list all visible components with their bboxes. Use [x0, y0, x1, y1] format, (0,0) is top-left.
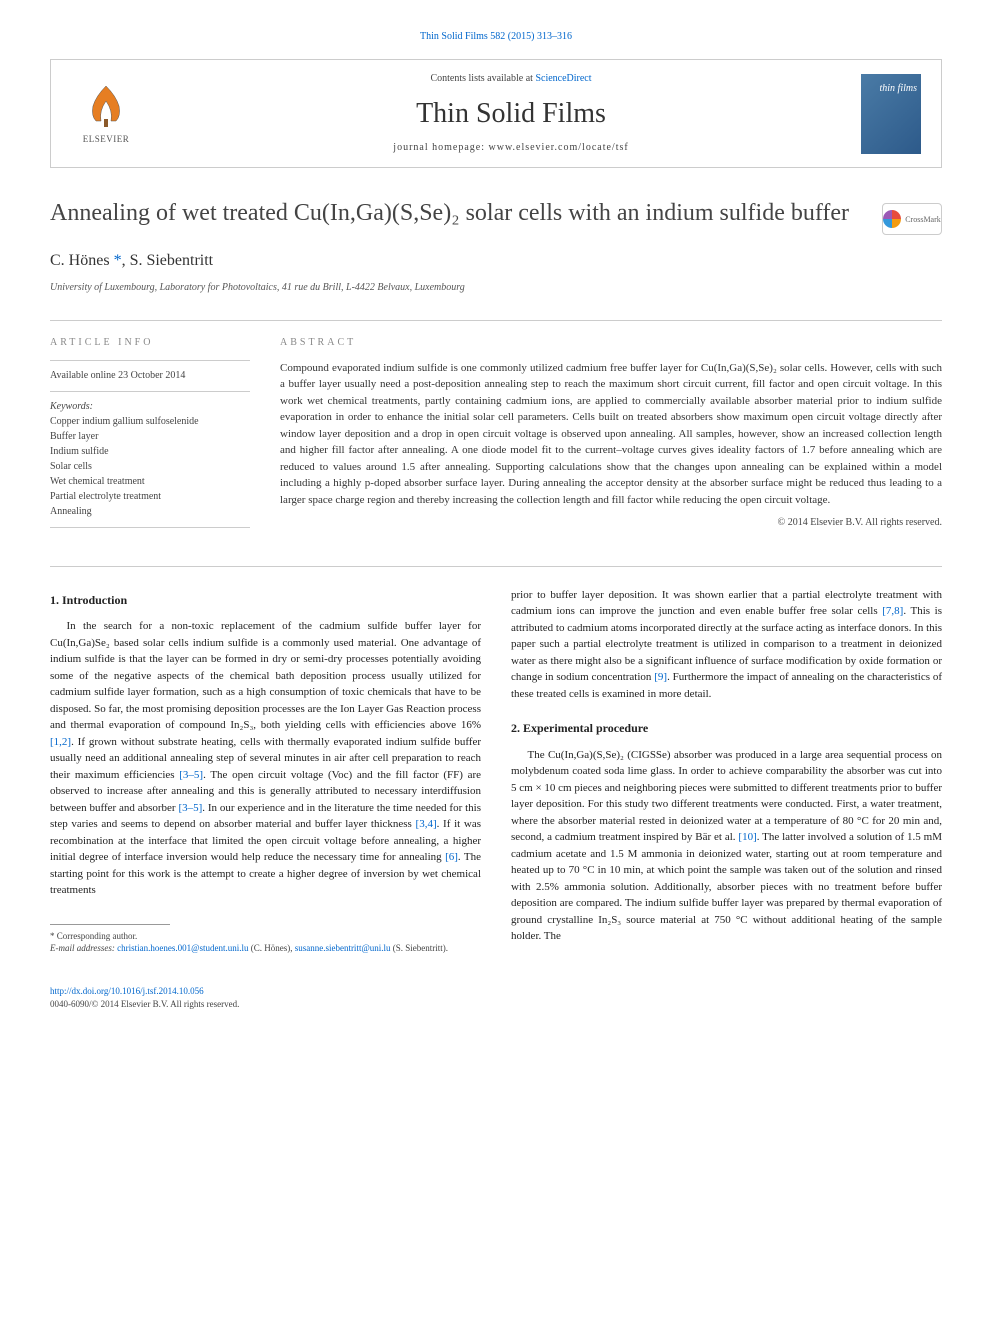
elsevier-tree-icon [81, 81, 131, 131]
journal-name: Thin Solid Films [161, 94, 861, 133]
header-center: Contents lists available at ScienceDirec… [161, 72, 861, 155]
journal-cover-thumbnail: thin films [861, 74, 921, 154]
footer: http://dx.doi.org/10.1016/j.tsf.2014.10.… [50, 985, 942, 1010]
authors: C. Hönes *, S. Siebentritt [50, 250, 942, 272]
citation-link[interactable]: Thin Solid Films 582 (2015) 313–316 [50, 30, 942, 44]
doi-link[interactable]: http://dx.doi.org/10.1016/j.tsf.2014.10.… [50, 986, 204, 996]
keywords-list: Copper indium gallium sulfoselenideBuffe… [50, 415, 250, 519]
ref-link[interactable]: [1,2] [50, 736, 71, 748]
intro-heading: 1. Introduction [50, 592, 481, 609]
email-link[interactable]: christian.hoenes.001@student.uni.lu [117, 943, 248, 953]
journal-header: ELSEVIER Contents lists available at Sci… [50, 59, 942, 168]
ref-link[interactable]: [10] [738, 831, 756, 843]
contents-line: Contents lists available at ScienceDirec… [161, 72, 861, 86]
available-online: Available online 23 October 2014 [50, 369, 250, 383]
keyword-item: Partial electrolyte treatment [50, 490, 250, 504]
elsevier-logo: ELSEVIER [71, 74, 141, 154]
affiliation: University of Luxembourg, Laboratory for… [50, 281, 942, 295]
ref-link[interactable]: [7,8] [882, 605, 903, 617]
email-footnote: E-mail addresses: christian.hoenes.001@s… [50, 942, 481, 955]
corresponding-footnote: * Corresponding author. [50, 930, 481, 943]
ref-link[interactable]: [3–5] [179, 769, 203, 781]
experimental-heading: 2. Experimental procedure [511, 720, 942, 737]
ref-link[interactable]: [9] [654, 671, 667, 683]
ref-link[interactable]: [3–5] [178, 802, 202, 814]
intro-paragraph: In the search for a non-toxic replacemen… [50, 618, 481, 899]
sciencedirect-link[interactable]: ScienceDirect [535, 73, 591, 84]
abstract-copyright: © 2014 Elsevier B.V. All rights reserved… [280, 516, 942, 530]
corresponding-star-icon: * [114, 252, 122, 269]
abstract-heading: ABSTRACT [280, 336, 942, 350]
keyword-item: Solar cells [50, 460, 250, 474]
left-column: 1. Introduction In the search for a non-… [50, 587, 481, 955]
publisher-name: ELSEVIER [83, 133, 130, 146]
keywords-label: Keywords: [50, 400, 250, 414]
keyword-item: Indium sulfide [50, 445, 250, 459]
keyword-item: Wet chemical treatment [50, 475, 250, 489]
article-info-heading: ARTICLE INFO [50, 336, 250, 350]
right-column: prior to buffer layer deposition. It was… [511, 587, 942, 955]
keyword-item: Annealing [50, 505, 250, 519]
article-info-column: ARTICLE INFO Available online 23 October… [50, 336, 250, 536]
abstract-text: Compound evaporated indium sulfide is on… [280, 360, 942, 509]
journal-homepage: journal homepage: www.elsevier.com/locat… [161, 141, 861, 155]
ref-link[interactable]: [6] [445, 851, 458, 863]
crossmark-badge[interactable]: CrossMark [882, 203, 942, 235]
abstract-column: ABSTRACT Compound evaporated indium sulf… [280, 336, 942, 536]
keyword-item: Buffer layer [50, 430, 250, 444]
keyword-item: Copper indium gallium sulfoselenide [50, 415, 250, 429]
crossmark-label: CrossMark [905, 214, 941, 225]
ref-link[interactable]: [3,4] [416, 818, 437, 830]
crossmark-icon [883, 210, 901, 228]
email-link[interactable]: susanne.siebentritt@uni.lu [295, 943, 391, 953]
experimental-paragraph: The Cu(In,Ga)(S,Se)₂ (CIGSSe) absorber w… [511, 747, 942, 945]
intro-continuation: prior to buffer layer deposition. It was… [511, 587, 942, 703]
article-title: Annealing of wet treated Cu(In,Ga)(S,Se)… [50, 198, 862, 229]
issn-copyright: 0040-6090/© 2014 Elsevier B.V. All right… [50, 998, 942, 1011]
cover-text: thin films [879, 82, 917, 96]
contents-prefix: Contents lists available at [430, 73, 535, 84]
